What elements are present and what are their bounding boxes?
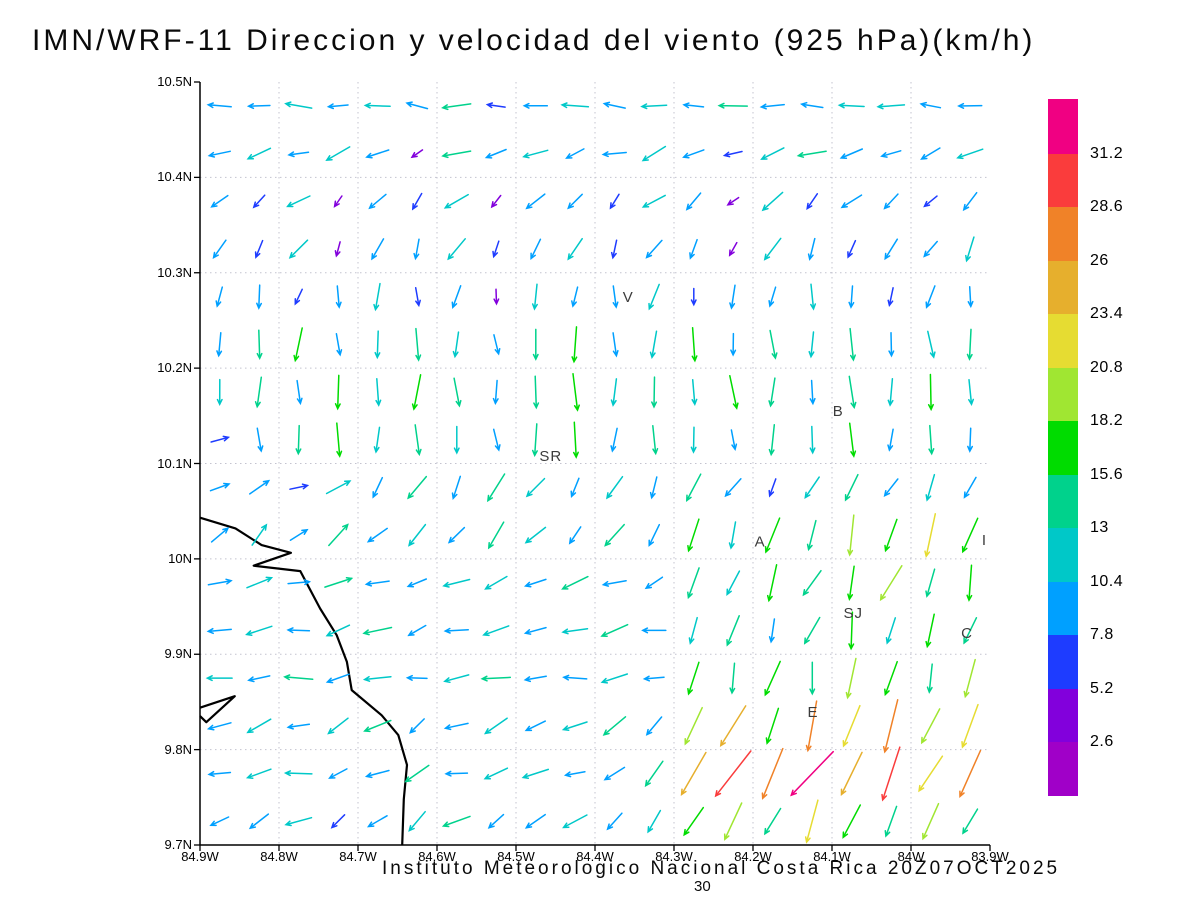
colorbar-gradient: [1048, 99, 1078, 796]
gridlines: [194, 81, 991, 851]
colorbar-labels: 2.6 5.2 7.8 10.4 13 15.6 18.2 20.8 23.4 26 28.6 31.…: [1090, 100, 1170, 796]
colorbar-tick-label: 31.2: [1090, 144, 1124, 162]
station-label-C: C: [961, 625, 973, 642]
colorbar-tick-label: 26: [1090, 251, 1109, 269]
station-label-I: I: [982, 532, 987, 549]
x-tick-label: 84.4W: [576, 849, 614, 864]
chart-title: IMN/WRF-11 Direccion y velocidad del vie…: [32, 24, 1036, 57]
colorbar-segment: [1048, 99, 1078, 154]
wind-vector-plot: V B SR A I SJ C E: [194, 81, 991, 851]
y-tick-label: 10.5N: [157, 74, 192, 89]
y-tick-label: 10N: [168, 550, 192, 566]
station-label-SJ: SJ: [844, 605, 864, 622]
y-axis-labels: 10.5N 10.4N 10.3N 10.2N 10.1N 10N 9.9N 9.8N 9.7N: [128, 74, 192, 852]
x-tick-label: 84.5W: [497, 849, 535, 864]
colorbar-tick-label: 15.6: [1090, 465, 1124, 483]
x-tick-label: 83.9W: [971, 849, 1009, 864]
colorbar-segment: [1048, 474, 1078, 529]
colorbar-tick-label: 2.6: [1090, 733, 1114, 751]
colorbar-tick-label: 20.8: [1090, 358, 1124, 376]
colorbar-segment: [1048, 634, 1078, 689]
x-tick-label: 84.3W: [655, 849, 693, 864]
footer-credit: Instituto Meteorologico Nacional Costa R…: [382, 858, 1061, 879]
station-label-B: B: [833, 403, 844, 420]
station-label-A: A: [755, 533, 766, 550]
colorbar-segment: [1048, 527, 1078, 582]
y-tick-label: 9.9N: [164, 646, 192, 662]
colorbar-tick-label: 18.2: [1090, 412, 1124, 430]
colorbar-segment: [1048, 581, 1078, 636]
x-tick-label: 84W: [897, 849, 925, 864]
colorbar-segment: [1048, 688, 1078, 743]
colorbar-tick-label: 28.6: [1090, 198, 1124, 216]
y-tick-label: 10.3N: [157, 264, 192, 280]
colorbar-segment: [1048, 420, 1078, 475]
y-tick-label: 10.2N: [157, 360, 192, 376]
colorbar-segment: [1048, 152, 1078, 208]
x-tick-label: 84.8W: [260, 849, 298, 864]
x-tick-label: 84.9W: [181, 849, 219, 864]
plot-canvas: V B SR A I SJ C E: [194, 81, 991, 851]
y-tick-label: 10.4N: [157, 169, 192, 185]
forecast-hour: 30: [694, 878, 711, 895]
x-tick-label: 84.2W: [734, 849, 772, 864]
station-label-V: V: [623, 289, 634, 306]
y-tick-label: 10.1N: [157, 455, 192, 471]
colorbar-segment: [1048, 367, 1078, 422]
colorbar-segment: [1048, 313, 1078, 368]
colorbar-segment: [1048, 741, 1078, 796]
colorbar-tick-label: 7.8: [1090, 626, 1114, 644]
x-tick-label: 84.1W: [813, 849, 851, 864]
station-label-E: E: [807, 704, 818, 721]
colorbar: 2.6 5.2 7.8 10.4 13 15.6 18.2 20.8 23.4 26 28.6 31.…: [1048, 99, 1178, 796]
colorbar-tick-label: 23.4: [1090, 305, 1124, 323]
station-labels: V B SR A I SJ C E: [539, 289, 987, 721]
colorbar-tick-label: 13: [1090, 519, 1109, 537]
colorbar-segment: [1048, 206, 1078, 261]
y-tick-label: 9.7N: [164, 837, 192, 852]
station-label-SR: SR: [539, 448, 562, 465]
colorbar-segment: [1048, 260, 1078, 315]
colorbar-tick-label: 5.2: [1090, 679, 1114, 697]
x-tick-label: 84.6W: [418, 849, 456, 864]
y-tick-label: 9.8N: [164, 741, 192, 757]
x-axis-labels: 84.9W 84.8W 84.7W 84.6W 84.5W 84.4W 84.3W 84.2W…: [181, 849, 1009, 865]
coastline: [199, 516, 409, 846]
colorbar-tick-label: 10.4: [1090, 572, 1124, 590]
wind-vectors: [205, 101, 984, 844]
x-tick-label: 84.7W: [339, 849, 377, 864]
